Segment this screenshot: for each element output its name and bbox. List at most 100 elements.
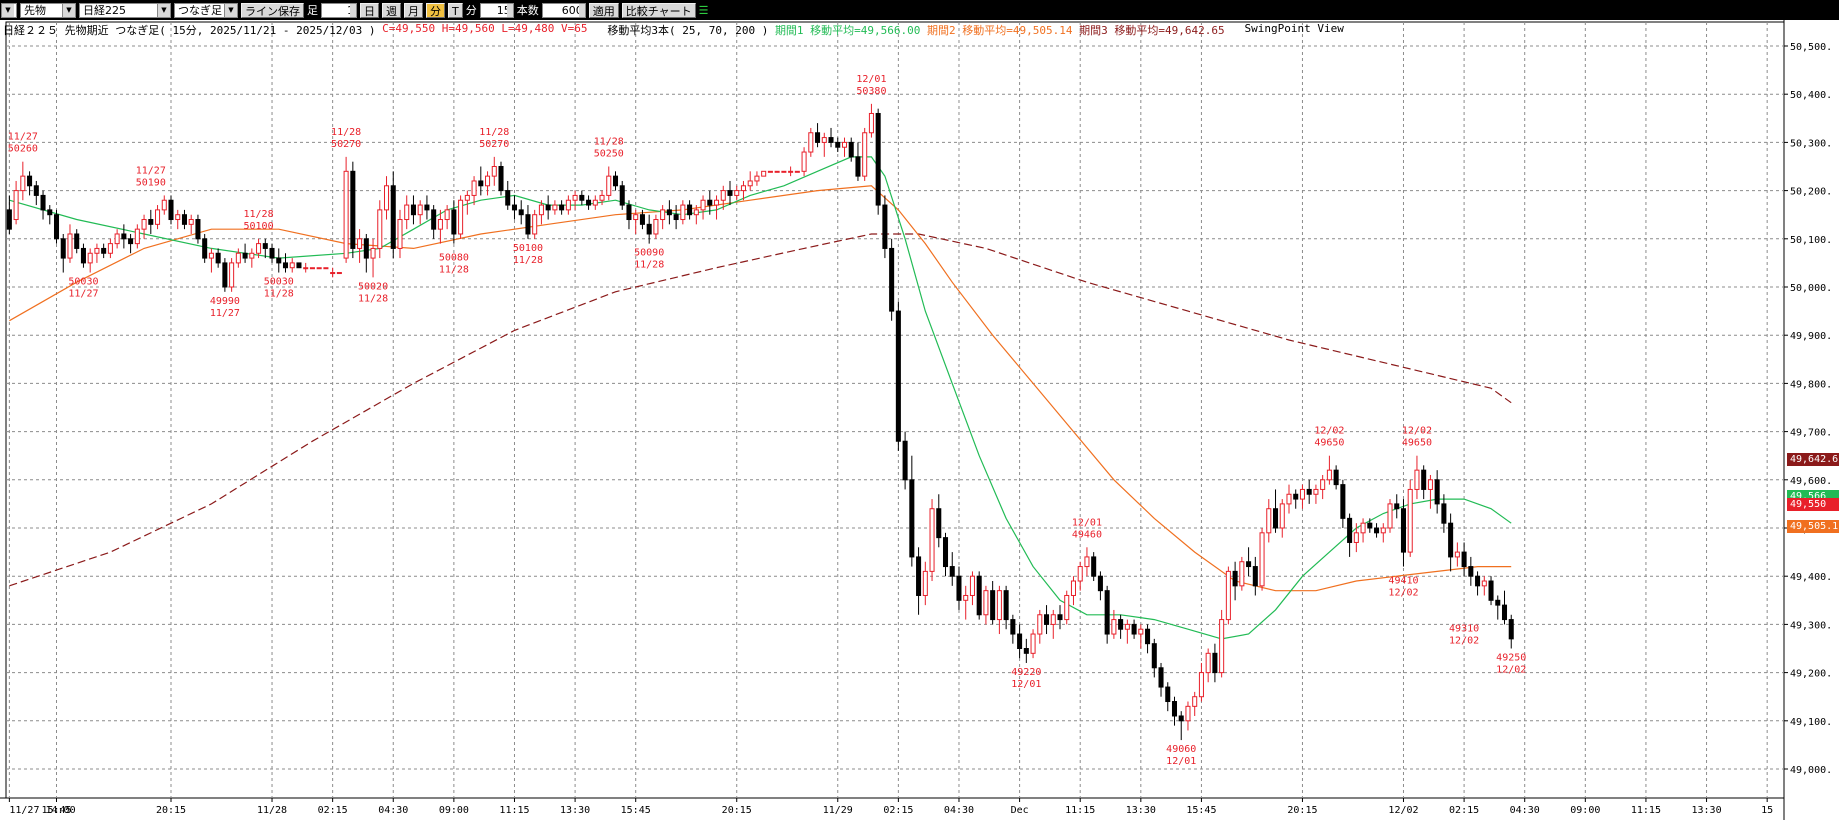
day-button[interactable]: 日 [360,2,379,18]
market-select-value: 先物 [24,4,46,17]
swing-point-label: 11/27 [68,289,98,300]
candle-body [74,233,80,249]
week-button[interactable]: 週 [382,2,401,18]
line-save-button[interactable]: ライン保存 [241,2,304,18]
swing-point-label: 50260 [8,144,38,155]
minute-input[interactable]: 15 [479,2,514,18]
candle-body [1367,522,1373,529]
candle-body [1387,503,1393,529]
candle-body [101,247,107,254]
candle-body [53,214,60,240]
spinner-icon[interactable] [506,3,513,17]
candle-body [1306,488,1312,495]
candle-body [727,190,733,196]
compare-chart-button[interactable]: 比較チャート [621,2,696,18]
candle-body [734,190,740,196]
chevron-down-icon: ▼ [2,3,14,17]
price-badge: 49,642.6 [1787,453,1839,467]
candle-body [148,219,154,225]
apply-button[interactable]: 適用 [588,2,619,18]
chart-type-select[interactable]: つなぎ足 ▼ [174,2,238,18]
candle-body [478,180,484,187]
swing-point-label: 50030 [68,277,98,288]
candle-body [1070,580,1076,596]
candle-body [1488,580,1494,601]
x-tick-label: 02:15 [318,805,348,816]
swing-point-label: 11/28 [479,127,509,138]
candle-body [1205,652,1211,674]
candle-body [895,310,901,442]
candle-body [1057,614,1063,621]
candle-body [309,267,315,270]
y-tick-label: 49,100. [1790,717,1832,728]
price-badge: 49,505.1 [1787,519,1839,533]
candle-body [1064,594,1070,621]
chart-info-bar: 日経２２５ 先物期近 つなぎ足( 15分, 2025/11/21 - 2025/… [3,22,1344,37]
swing-point-label: 49990 [210,296,240,307]
index-select[interactable]: 日経225 ▼ [79,2,171,18]
candle-body [545,204,551,211]
candle-body [114,233,120,245]
candle-body [121,233,127,240]
candle-body [525,214,531,235]
price-badge: 49,550 [1787,497,1839,511]
candle-body [868,112,874,134]
candle-body [1481,580,1487,587]
chart-title: 日経２２５ 先物期近 つなぎ足( 15分, 2025/11/21 - 2025/… [3,24,383,37]
candle-body [848,141,854,158]
month-button[interactable]: 月 [404,2,423,18]
candle-body [794,170,800,173]
candle-body [781,170,787,173]
ma1-line [9,156,1512,640]
period-input[interactable]: 1 [321,2,357,18]
candle-body [1286,493,1292,505]
candle-body [1219,619,1225,674]
candle-body [296,262,302,269]
candle-body [1225,570,1231,621]
candle-body [431,209,437,230]
count-input[interactable]: 600 [541,2,586,18]
candle-body [767,170,773,173]
x-tick-label: 15:45 [41,805,71,816]
swing-point-label: 50080 [439,252,469,263]
candle-body [1003,590,1009,621]
swing-point-label: 12/02 [1496,665,1526,676]
candle-body [451,209,457,235]
candle-body [592,199,598,206]
candle-body [1448,522,1454,558]
candle-body [390,185,396,249]
candle-body [80,247,86,264]
candle-body [1192,696,1198,707]
x-tick-label: 20:15 [156,805,186,816]
candle-body [262,243,268,249]
candle-body [673,214,679,221]
candle-body [680,204,686,221]
spinner-icon[interactable] [350,3,356,17]
candle-body [168,199,174,221]
candle-body [538,204,544,216]
candle-body [1030,633,1036,654]
candle-body [1239,561,1245,587]
legend-lines-icon[interactable]: ☰ [698,3,709,17]
y-tick-label: 50,200. [1790,187,1832,198]
candle-body [13,190,19,221]
swing-point-label: 49060 [1166,744,1196,755]
swing-point-label: 11/28 [594,137,624,148]
candle-body [242,252,248,259]
menu-dropdown[interactable]: ▼ [1,2,17,18]
candle-body [1313,488,1319,495]
candle-body [269,247,275,259]
candle-body [714,199,720,206]
candle-body [942,537,949,568]
candle-body [94,247,100,254]
x-tick-label: 13:30 [1691,805,1721,816]
x-tick-label: Dec [1011,805,1029,816]
swing-point-label: 12/02 [1449,636,1479,647]
x-tick-label: 15:45 [621,805,651,816]
tick-button[interactable]: T [448,2,463,18]
market-select[interactable]: 先物 ▼ [20,2,76,18]
minute-button[interactable]: 分 [426,2,445,18]
spinner-icon[interactable] [578,3,585,17]
candle-body [1266,508,1272,534]
